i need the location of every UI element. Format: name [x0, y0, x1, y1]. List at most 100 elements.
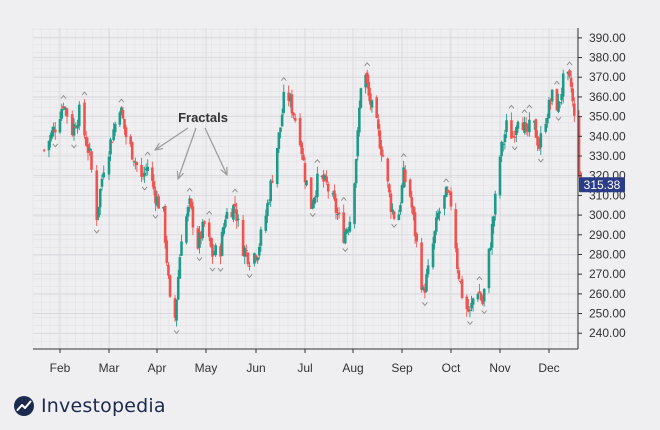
- fractal-down-marker: [196, 257, 203, 262]
- candle: [521, 117, 525, 131]
- candle: [112, 122, 115, 142]
- y-tick-label: 300.00: [589, 208, 626, 222]
- candle: [459, 280, 462, 284]
- candle: [88, 142, 92, 156]
- candle: [550, 89, 554, 106]
- candle: [303, 157, 307, 190]
- candle: [253, 252, 256, 267]
- candle: [369, 87, 372, 111]
- fractal-down-marker: [217, 267, 224, 272]
- candle: [572, 97, 576, 122]
- candle: [311, 199, 315, 210]
- candle: [345, 227, 349, 235]
- candle: [222, 223, 226, 237]
- candle: [245, 244, 248, 257]
- candle: [124, 124, 128, 145]
- candle: [503, 129, 507, 150]
- x-tick-label: Apr: [148, 361, 167, 375]
- candle: [425, 268, 428, 293]
- fractal-up-marker: [443, 178, 449, 183]
- fractal-up-marker: [280, 76, 287, 81]
- candle: [431, 236, 435, 270]
- candle: [470, 295, 473, 312]
- candle: [515, 125, 518, 143]
- candle: [436, 209, 440, 221]
- candle: [391, 203, 394, 215]
- candle: [98, 188, 102, 216]
- candle: [76, 119, 79, 134]
- y-tick-label: 360.00: [589, 90, 626, 104]
- candle: [143, 166, 146, 183]
- candle: [190, 198, 193, 210]
- candle: [130, 141, 134, 161]
- candle: [533, 120, 536, 130]
- candle: [511, 130, 515, 138]
- candle: [305, 180, 308, 187]
- candle: [380, 139, 383, 162]
- candle: [219, 243, 222, 265]
- candle: [224, 215, 227, 229]
- candle: [444, 186, 448, 198]
- candle: [154, 186, 157, 212]
- candle: [157, 193, 160, 209]
- candle: [331, 190, 335, 197]
- candle: [135, 161, 139, 173]
- fractal-down-marker: [511, 146, 518, 151]
- fractal-up-marker: [232, 188, 238, 193]
- candle: [501, 141, 505, 152]
- candle: [333, 184, 336, 202]
- y-tick-label: 330.00: [589, 149, 626, 163]
- candle: [298, 112, 302, 148]
- fractal-down-marker: [93, 229, 100, 234]
- fractal-up-marker: [526, 104, 533, 109]
- candle: [123, 118, 126, 135]
- fractal-up-marker: [508, 104, 515, 109]
- candle: [316, 166, 319, 203]
- candle: [188, 195, 191, 212]
- candle: [277, 132, 281, 153]
- fractal-down-marker: [391, 223, 397, 228]
- candle: [233, 196, 237, 214]
- candle: [49, 132, 52, 148]
- candle: [493, 190, 497, 221]
- annotation-arrow: [204, 127, 227, 175]
- fractal-up-marker: [81, 91, 88, 96]
- candle: [536, 130, 539, 152]
- candle: [571, 82, 575, 107]
- candle: [314, 190, 318, 203]
- candle: [370, 99, 374, 113]
- candle: [121, 106, 125, 120]
- annotation-label: Fractals: [178, 110, 228, 125]
- candle: [460, 275, 464, 300]
- candle: [381, 149, 385, 158]
- candle: [180, 234, 183, 257]
- fractal-up-marker: [476, 276, 483, 281]
- last-price-tag: 315.38: [579, 177, 625, 193]
- candle: [275, 147, 279, 188]
- candle: [457, 267, 461, 281]
- candle: [186, 205, 190, 222]
- y-tick-label: 370.00: [589, 70, 626, 84]
- y-tick-label: 250.00: [589, 307, 626, 321]
- candle: [60, 103, 64, 121]
- candle: [500, 140, 503, 163]
- candle: [269, 178, 272, 207]
- candle: [118, 110, 122, 128]
- candle: [70, 110, 74, 137]
- candle: [146, 159, 150, 176]
- candle: [326, 181, 330, 199]
- candle: [516, 120, 520, 133]
- candle: [83, 99, 86, 139]
- annotation-arrow: [155, 127, 189, 150]
- candle: [482, 288, 486, 307]
- candle: [65, 107, 69, 124]
- candle: [86, 137, 90, 161]
- candle: [113, 121, 117, 136]
- candle: [107, 150, 111, 181]
- candle: [490, 216, 494, 255]
- candle: [426, 259, 430, 278]
- candle: [487, 248, 491, 294]
- candle: [246, 251, 250, 267]
- fractal-up-marker: [206, 210, 213, 215]
